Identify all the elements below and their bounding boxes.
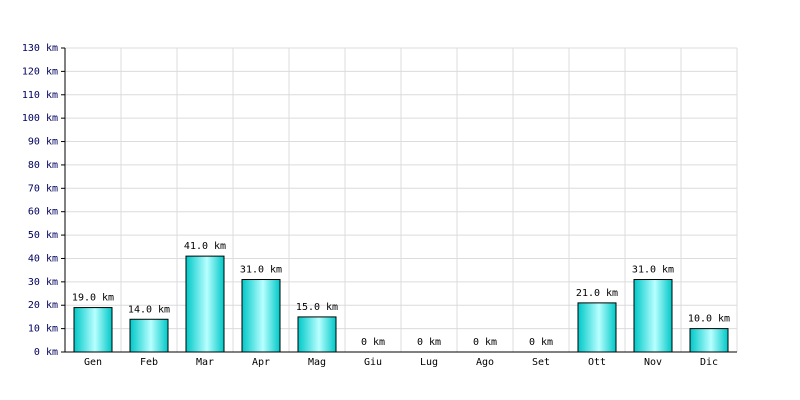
y-tick-label: 130 km [22,43,58,54]
value-label: 19.0 km [72,293,114,304]
bar [633,279,673,353]
bar [689,328,729,353]
x-tick-label: Nov [644,357,662,368]
bar [241,279,281,353]
y-tick-label: 0 km [34,347,58,358]
y-tick-label: 20 km [28,300,58,311]
y-tick-label: 50 km [28,230,58,241]
value-label: 14.0 km [128,304,170,315]
value-label: 15.0 km [296,302,338,313]
x-tick-label: Dic [700,357,718,368]
value-label: 31.0 km [240,265,282,276]
value-label: 21.0 km [576,288,618,299]
y-tick-label: 120 km [22,66,58,77]
x-tick-label: Apr [252,357,270,368]
value-label: 41.0 km [184,241,226,252]
y-tick-label: 60 km [28,207,58,218]
y-tick-label: 110 km [22,90,58,101]
x-tick-label: Ago [476,357,494,368]
value-label: 31.0 km [632,265,674,276]
x-tick-label: Set [532,357,550,368]
x-tick-label: Ott [588,357,606,368]
value-label: 0 km [417,337,441,348]
bar [129,318,169,353]
bar [297,316,337,353]
value-label: 0 km [361,337,385,348]
x-tick-label: Mag [308,357,326,368]
y-tick-label: 30 km [28,277,58,288]
x-tick-label: Mar [196,357,214,368]
bar [73,307,113,353]
y-tick-label: 90 km [28,137,58,148]
value-label: 0 km [529,337,553,348]
bar [577,302,617,353]
x-tick-label: Giu [364,357,382,368]
x-tick-label: Feb [140,357,158,368]
bar [185,255,225,353]
y-tick-label: 10 km [28,324,58,335]
y-tick-label: 80 km [28,160,58,171]
value-label: 0 km [473,337,497,348]
y-tick-label: 40 km [28,253,58,264]
value-label: 10.0 km [688,314,730,325]
x-tick-label: Lug [420,357,438,368]
y-tick-label: 100 km [22,113,58,124]
y-tick-label: 70 km [28,183,58,194]
x-tick-label: Gen [84,357,102,368]
